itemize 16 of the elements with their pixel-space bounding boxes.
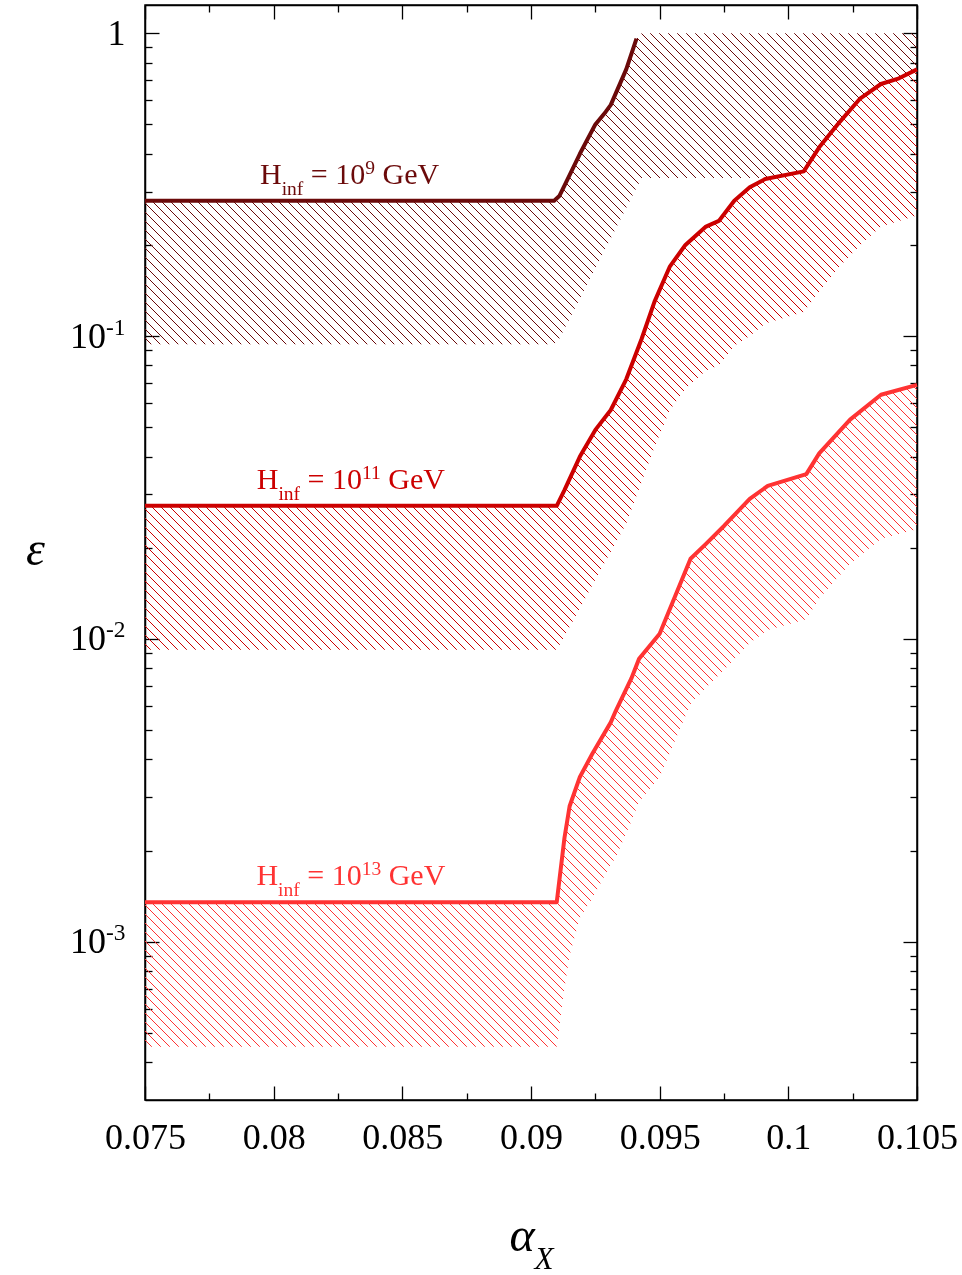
x-axis-title: α$_{X}$ [509, 1207, 556, 1275]
y-tick-label: 10$^{-2}$ [70, 616, 126, 659]
x-tick-label: 0.075 [105, 1116, 186, 1157]
x-tick-label: 0.085 [362, 1116, 444, 1157]
x-tick-label: 0.105 [877, 1116, 958, 1157]
x-tick-label: 0.1 [766, 1116, 812, 1157]
series-label: H$_{inf}$ = 10$^{11}$ GeV [256, 461, 446, 504]
y-tick-label: 10$^{-1}$ [70, 313, 126, 356]
y-axis-title: ε [26, 521, 46, 575]
y-tick-label: 10$^{-3}$ [70, 919, 126, 962]
series-label: H$_{inf}$ = 10$^{13}$ GeV [256, 857, 446, 900]
y-tick-label: 1 [107, 12, 126, 53]
series-label: H$_{inf}$ = 10$^{9}$ GeV [259, 156, 440, 199]
x-tick-label: 0.09 [500, 1116, 563, 1157]
x-tick-label: 0.095 [619, 1116, 701, 1157]
x-tick-label: 0.08 [242, 1116, 306, 1157]
